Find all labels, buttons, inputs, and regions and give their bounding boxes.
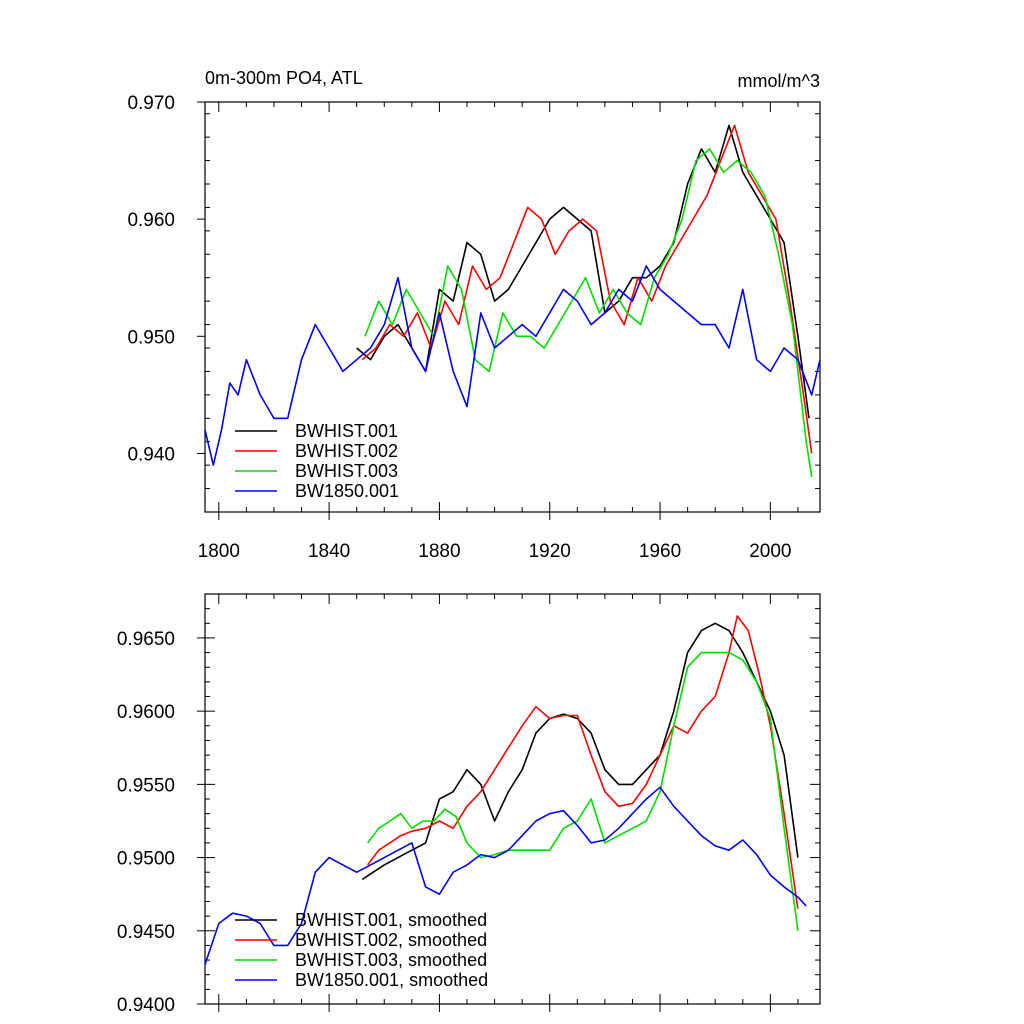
series-line [361, 124, 813, 454]
legend-label: BW1850.001, smoothed [295, 970, 488, 990]
chart-units-label: mmol/m^3 [738, 71, 820, 91]
legend-label: BW1850.001 [295, 481, 399, 501]
series-line [364, 148, 813, 478]
x-tick-label: 1800 [198, 541, 240, 562]
y-tick-label: 0.9400 [117, 995, 175, 1016]
y-tick-label: 0.960 [127, 210, 175, 231]
series-line [356, 124, 810, 419]
panel-bottom: 0.9400 0.9450 0.9500 0.9550 0.9600 0.9650 BWHI… [117, 593, 821, 1016]
y-tick-label: 0.9550 [117, 775, 175, 796]
series-line [367, 651, 799, 931]
series-line [204, 265, 821, 466]
panel-top: 0m-300m PO4, ATL mmol/m^3 1800 1840 1880 19… [127, 68, 821, 562]
y-tick-label: 0.9650 [117, 629, 175, 650]
series-line [361, 622, 799, 881]
y-tick-label: 0.970 [127, 93, 175, 114]
y-tick-label: 0.950 [127, 327, 175, 348]
x-tick-label: 1960 [639, 541, 681, 562]
x-tick-label: 1880 [418, 541, 460, 562]
legend-label: BWHIST.001, smoothed [295, 910, 487, 930]
legend-label: BWHIST.002 [295, 441, 398, 461]
legend-label: BWHIST.002, smoothed [295, 930, 487, 950]
legend-label: BWHIST.001 [295, 421, 398, 441]
legend-label: BWHIST.003, smoothed [295, 950, 487, 970]
x-tick-label: 1920 [529, 541, 571, 562]
y-tick-label: 0.9450 [117, 922, 175, 943]
plot-frame-top [204, 101, 821, 513]
series-line [204, 786, 807, 965]
y-tick-label: 0.9500 [117, 849, 175, 870]
x-tick-label: 2000 [749, 541, 791, 562]
chart-title-left: 0m-300m PO4, ATL [205, 68, 363, 88]
y-tick-label: 0.9600 [117, 702, 175, 723]
x-tick-label: 1840 [308, 541, 350, 562]
series-line [367, 615, 799, 909]
y-tick-label: 0.940 [127, 444, 175, 465]
legend-label: BWHIST.003 [295, 461, 398, 481]
